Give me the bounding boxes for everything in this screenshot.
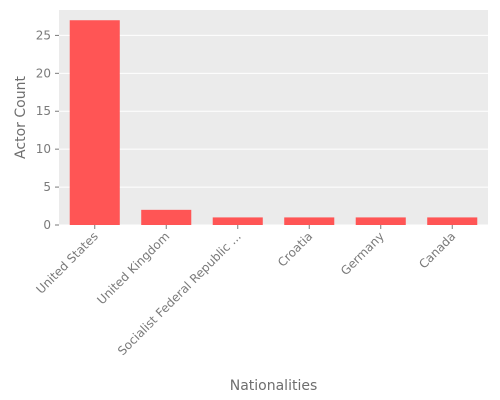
x-tick-label: Germany	[338, 229, 387, 278]
bar-croatia	[284, 217, 335, 225]
y-tick-label: 20	[36, 66, 51, 80]
y-tick-label: 15	[36, 104, 51, 118]
y-tick-label: 0	[43, 218, 51, 232]
bars	[69, 20, 478, 225]
y-axis-ticks: 0 5 10 15 20 25	[36, 28, 59, 232]
y-tick-label: 5	[43, 180, 51, 194]
y-axis-title: Actor Count	[13, 76, 29, 159]
x-axis-title: Nationalities	[230, 378, 318, 394]
bar-united-states	[69, 20, 120, 225]
bar-germany	[355, 217, 406, 225]
y-tick-label: 10	[36, 142, 51, 156]
bar-socialist-federal-republic	[212, 217, 263, 225]
x-tick-label: Canada	[416, 229, 458, 271]
y-tick-label: 25	[36, 28, 51, 42]
gridlines	[59, 34, 488, 226]
plot-area	[59, 10, 488, 225]
bar-united-kingdom	[141, 209, 192, 225]
x-tick-label: Socialist Federal Republic ...	[115, 229, 244, 358]
bar-canada	[427, 217, 478, 225]
x-tick-label: United Kingdom	[94, 229, 172, 307]
x-tick-label: United States	[34, 229, 101, 296]
x-tick-label: Croatia	[275, 229, 315, 269]
